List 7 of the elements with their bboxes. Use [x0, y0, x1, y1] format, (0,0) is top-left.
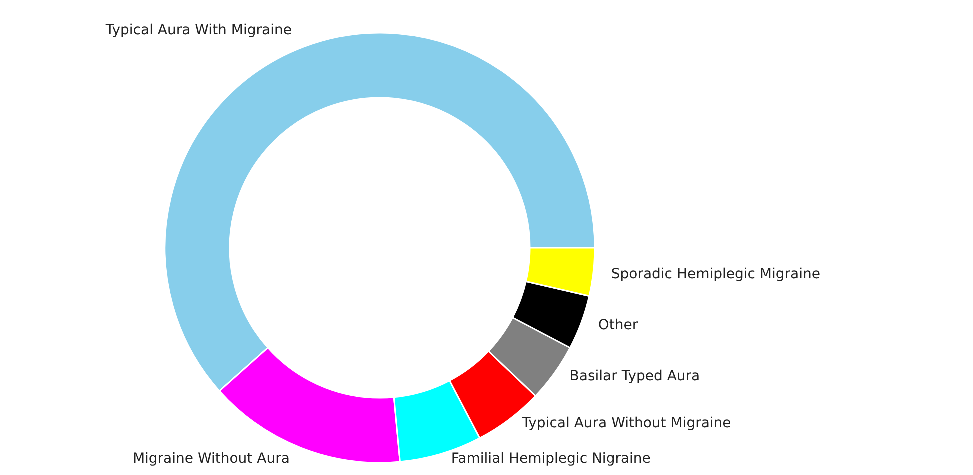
slice-label: Typical Aura With Migraine — [104, 22, 292, 38]
slice-label: Basilar Typed Aura — [570, 368, 700, 385]
slice-label: Typical Aura Without Migraine — [521, 416, 732, 432]
slice-label: Other — [598, 317, 638, 334]
slice-label: Migraine Without Aura — [132, 451, 290, 467]
slice-label: Sporadic Hemiplegic Migraine — [611, 266, 821, 282]
slice-label: Familial Hemiplegic Nigraine — [451, 451, 651, 467]
